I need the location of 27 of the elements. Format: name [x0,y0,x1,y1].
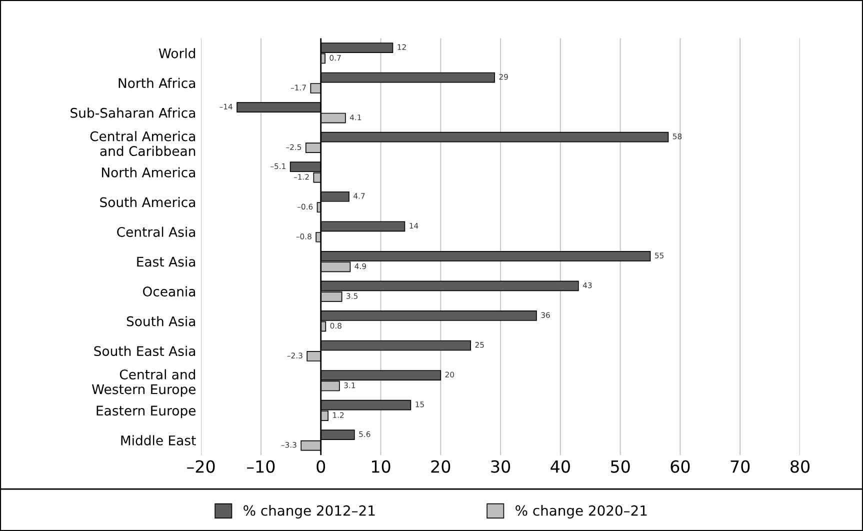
x-tick-label: 10 [372,460,390,473]
y-tick-label: North America [102,167,196,178]
y-tick-label: Central and Western Europe [92,369,196,397]
y-tick-label: Sub-Saharan Africa [70,108,196,118]
y-tick-label: World [158,48,196,58]
legend-label: % change 2012–21 [244,505,375,518]
y-tick-label: South America [100,196,196,208]
x-tick-label: 70 [730,460,750,473]
y-tick-label: South East Asia [94,346,196,356]
y-tick-label: Eastern Europe [96,406,196,418]
y-tick-label: Oceania [143,286,196,297]
x-tick-label: 30 [491,460,510,473]
legend-label: % change 2020–21 [516,505,647,518]
x-tick-label: –10 [247,460,275,473]
x-tick-label: 20 [431,460,450,473]
x-tick-label: 80 [790,460,810,473]
y-tick-label: Central Asia [117,226,196,237]
y-tick-label: East Asia [137,256,196,267]
y-tick-label: North Africa [118,78,196,88]
x-tick-label: 0 [316,460,326,473]
y-tick-label: South Asia [126,316,196,326]
x-tick-label: 60 [670,460,690,473]
x-tick-label: 40 [550,460,570,473]
x-tick-label: 50 [611,460,630,473]
y-tick-label: Central America and Caribbean [90,131,196,156]
y-tick-label: Middle East [121,435,196,446]
x-tick-label: –20 [187,460,215,473]
